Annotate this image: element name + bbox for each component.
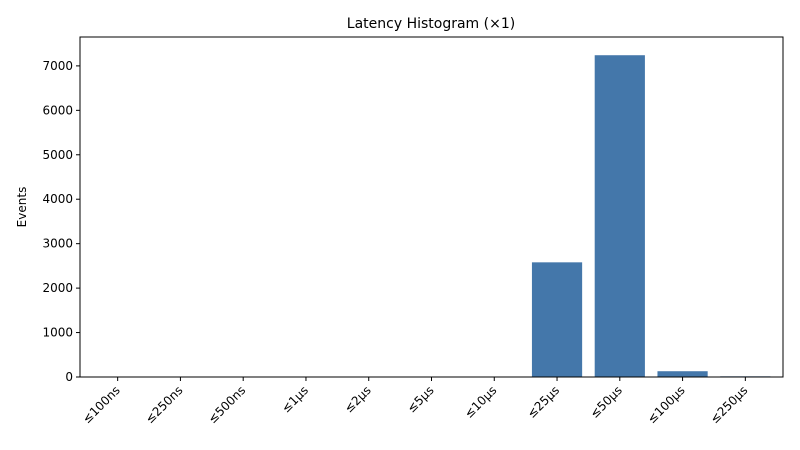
x-tick-label: ≤50µs bbox=[587, 383, 625, 421]
x-tick-label: ≤100µs bbox=[645, 383, 688, 426]
bar bbox=[531, 262, 583, 377]
x-tick-label: ≤250µs bbox=[707, 383, 750, 426]
y-axis-label: Events bbox=[15, 187, 29, 228]
bar bbox=[594, 55, 645, 377]
x-tick-label: ≤2µs bbox=[342, 383, 374, 415]
y-tick-label: 3000 bbox=[42, 237, 73, 251]
x-axis: ≤100ns ≤250ns ≤500ns ≤1µs ≤2µs ≤5µs ≤10µs ≤25µs… bbox=[80, 377, 750, 426]
x-tick-label: ≤500ns bbox=[205, 383, 248, 426]
y-tick-label: 6000 bbox=[42, 103, 73, 117]
chart-title: Latency Histogram (×1) bbox=[347, 16, 515, 32]
bar bbox=[657, 371, 708, 377]
x-tick-label: ≤5µs bbox=[404, 383, 436, 415]
y-tick-label: 7000 bbox=[42, 59, 73, 73]
y-tick-label: 1000 bbox=[42, 326, 73, 340]
y-tick-label: 0 bbox=[65, 370, 73, 384]
plot-frame bbox=[79, 36, 784, 378]
bars-group bbox=[531, 55, 771, 377]
x-tick-label: ≤25µs bbox=[525, 383, 563, 421]
y-tick-label: 5000 bbox=[42, 148, 73, 162]
y-tick-label: 4000 bbox=[42, 192, 73, 206]
x-tick-label: ≤250ns bbox=[143, 383, 186, 426]
y-tick-label: 2000 bbox=[42, 281, 73, 295]
x-tick-label: ≤1µs bbox=[279, 383, 311, 415]
x-tick-label: ≤10µs bbox=[462, 383, 500, 421]
x-tick-label: ≤100ns bbox=[80, 383, 123, 426]
y-axis: 0 1000 2000 3000 4000 5000 6000 7000 bbox=[42, 59, 80, 384]
